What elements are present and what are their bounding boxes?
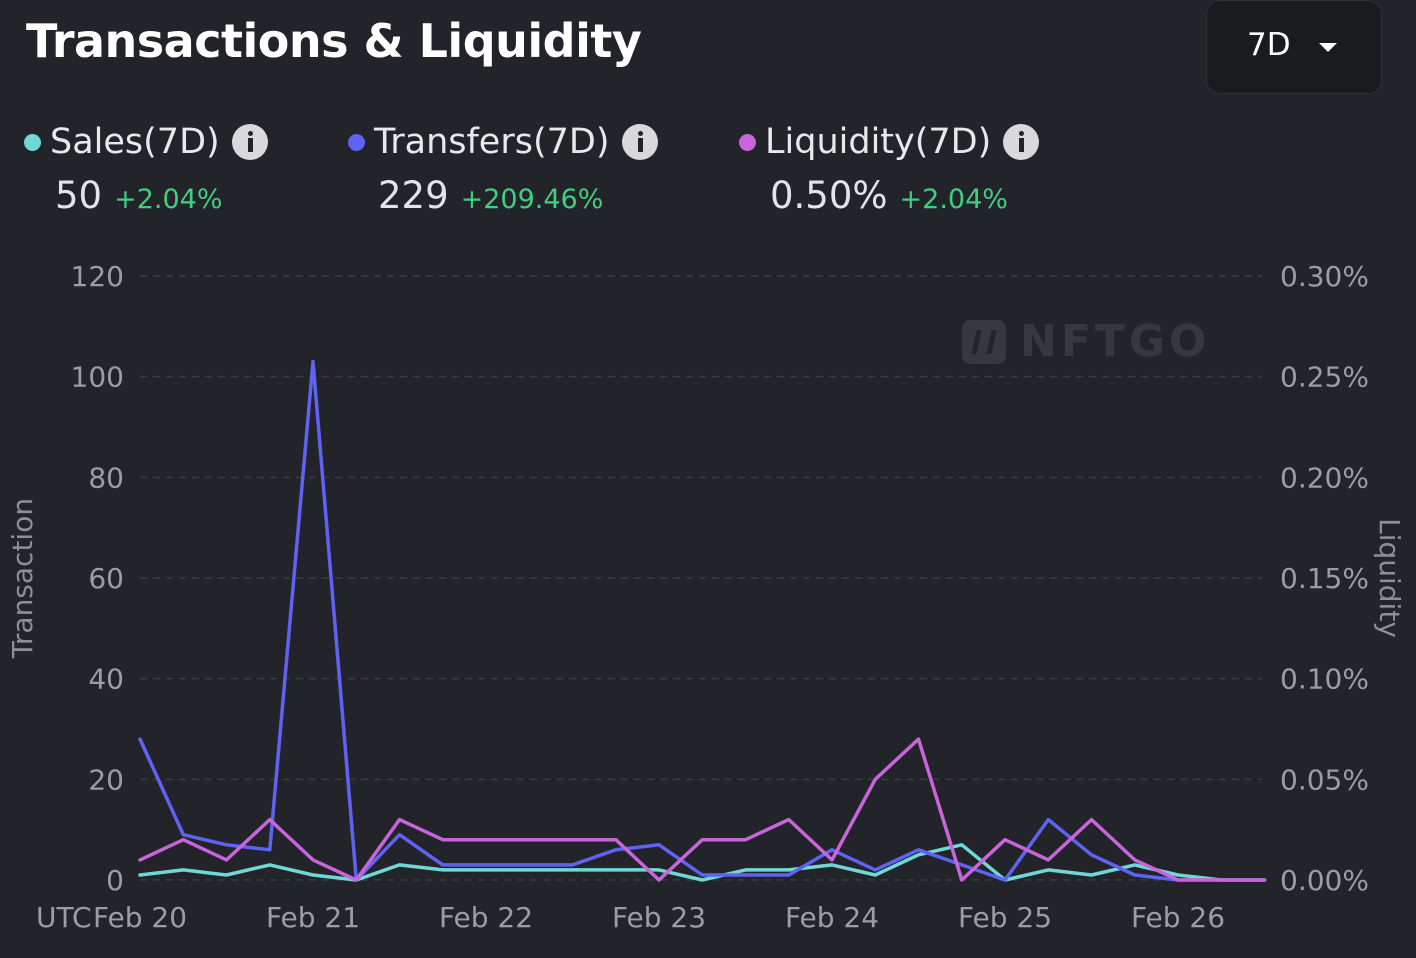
sales-series-line [138, 843, 1267, 882]
y-axis-label: Transaction [6, 498, 39, 659]
y2-tick-label: 0.00% [1280, 864, 1369, 897]
transfers-legend-dot [348, 133, 365, 151]
liquidity-legend-dot [739, 133, 756, 151]
y2-tick-label: 0.05% [1280, 763, 1369, 796]
watermark-text: NFTGO [1020, 316, 1211, 367]
y-tick-label: 0 [106, 864, 124, 897]
info-icon[interactable] [621, 124, 658, 160]
sales-value: 50 [55, 174, 103, 217]
liquidity-label: Liquidity(7D) [765, 122, 992, 162]
transfers-value: 229 [378, 174, 449, 217]
sales-label: Sales(7D) [50, 122, 220, 162]
y-tick-label: 80 [88, 461, 124, 494]
page-title: Transactions & Liquidity [26, 14, 642, 68]
y-tick-label: 120 [71, 260, 124, 293]
y2-tick-label: 0.20% [1280, 461, 1369, 494]
sales-change: +2.04% [114, 184, 223, 215]
transfers-change: +209.46% [460, 184, 604, 215]
liquidity-value: 0.50% [770, 174, 888, 217]
nftgo-watermark: NFTGO [962, 316, 1210, 367]
y-tick-label: 100 [71, 361, 124, 394]
info-icon[interactable] [1003, 124, 1040, 160]
stat-sales: Sales(7D) 50 +2.04% [24, 118, 268, 217]
y2-tick-label: 0.25% [1280, 361, 1369, 394]
x-tick-label: Feb 21 [266, 901, 360, 934]
nftgo-logo-icon [962, 319, 1006, 364]
x-tick-label: Feb 25 [958, 901, 1052, 934]
transfers-label: Transfers(7D) [374, 122, 610, 162]
x-tick-label: UTC [36, 901, 92, 934]
x-tick-label: Feb 22 [439, 901, 533, 934]
y-tick-label: 20 [88, 763, 124, 796]
sales-legend-dot [24, 133, 41, 151]
y2-tick-label: 0.30% [1280, 260, 1369, 293]
info-icon[interactable] [231, 124, 268, 160]
x-tick-label: Feb 23 [612, 901, 706, 934]
liquidity-change: +2.04% [899, 184, 1008, 215]
y2-tick-label: 0.10% [1280, 663, 1369, 696]
y-tick-label: 60 [88, 562, 124, 595]
y2-axis-label: Liquidity [1373, 518, 1406, 638]
x-tick-label: Feb 24 [785, 901, 879, 934]
period-dropdown[interactable]: 7D [1206, 0, 1382, 94]
stat-liquidity: Liquidity(7D) 0.50% +2.04% [739, 118, 1040, 217]
y2-tick-label: 0.15% [1280, 562, 1369, 595]
y-tick-label: 40 [88, 663, 124, 696]
stat-transfers: Transfers(7D) 229 +209.46% [348, 118, 658, 217]
chevron-down-icon [1319, 43, 1337, 52]
x-tick-label: Feb 26 [1131, 901, 1225, 934]
period-value: 7D [1247, 27, 1291, 63]
x-tick-label: Feb 20 [93, 901, 187, 934]
liquidity-series-line [138, 737, 1267, 882]
transfers-series-line [138, 359, 1267, 882]
